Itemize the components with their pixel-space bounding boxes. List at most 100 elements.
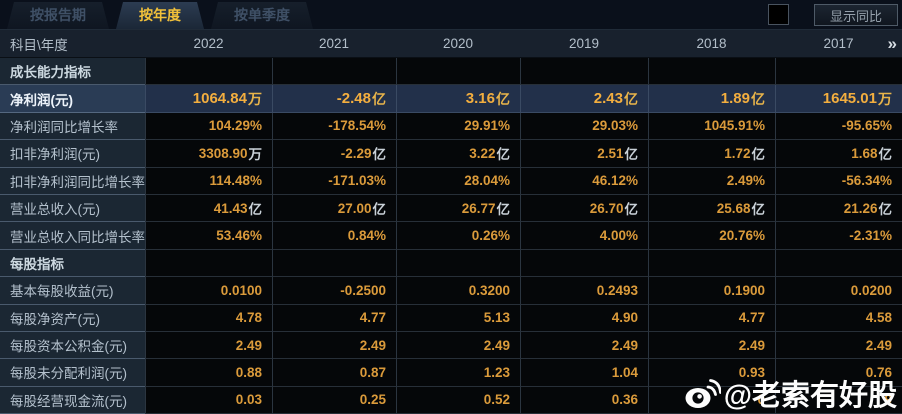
value-cell: 9 — [775, 386, 902, 414]
value-number: 4.77 — [359, 310, 386, 326]
value-unit: 亿 — [878, 202, 893, 218]
value-cell: 41.43 亿 — [145, 194, 272, 223]
value-cell — [396, 249, 520, 278]
value-cell: 0.03 — [145, 386, 272, 414]
year-header-cell: 2022 — [193, 36, 224, 51]
value-unit: 万 — [248, 147, 263, 163]
year-header-cell: 2019 — [568, 36, 600, 51]
table-row[interactable]: 扣非净利润(元) 3308.90 万 -2.29 亿 3.22 亿 2.51 亿 1.72 亿 1.6… — [0, 140, 902, 168]
tab-by-report-period[interactable]: 按报告期 — [7, 2, 109, 29]
value-cell: 0 — [648, 386, 775, 414]
value-number: 1045.91% — [704, 118, 765, 134]
more-years-chevron-icon[interactable]: » — [887, 34, 898, 53]
value-cell: 1.72 亿 — [648, 140, 775, 168]
table-row[interactable]: 每股未分配利润(元) 0.88 0.87 1.23 1.04 0.93 0.76 — [0, 359, 902, 387]
value-number: 3308.90 — [198, 145, 248, 161]
table-row[interactable]: 每股净资产(元) 4.78 4.77 5.13 4.90 4.77 4.58 — [0, 304, 902, 332]
value-cell: 2.49% — [648, 167, 775, 195]
show-yoy-checkbox[interactable] — [768, 4, 789, 25]
value-number: 26.77 — [461, 200, 496, 216]
value-number: 0.84% — [347, 228, 386, 244]
value-number: 0.0200 — [850, 282, 892, 298]
value-cell: 4.78 — [145, 304, 272, 332]
table-row[interactable]: 净利润(元) 1064.84 万 -2.48 亿 3.16 亿 2.43 亿 1.89 亿 1645.… — [0, 85, 902, 113]
value-cell: 1.04 — [520, 359, 648, 387]
value-number: -95.65% — [841, 118, 892, 134]
value-number: 4.00% — [599, 228, 638, 244]
value-number: 4.58 — [865, 310, 892, 326]
value-number: -178.54% — [328, 118, 386, 134]
value-number: 4.78 — [235, 310, 262, 326]
value-number: 0.76 — [865, 364, 892, 380]
value-unit: 亿 — [624, 202, 639, 218]
value-number: 21.26 — [843, 200, 878, 216]
value-cell: 1064.84 万 — [145, 85, 272, 113]
value-number: 114.48% — [209, 173, 262, 189]
tab-by-year[interactable]: 按年度 — [116, 2, 204, 29]
value-number: 1064.84 — [192, 90, 247, 108]
value-number: 9 — [884, 392, 892, 408]
table-row[interactable]: 每股资本公积金(元) 2.49 2.49 2.49 2.49 2.49 2.49 — [0, 331, 902, 360]
row-label: 每股指标 — [0, 249, 145, 278]
value-number: 29.91% — [464, 118, 510, 134]
value-cell: 26.70 亿 — [520, 194, 648, 223]
value-cell: 2.49 — [520, 331, 648, 360]
row-label: 净利润(元) — [0, 85, 145, 113]
table-row[interactable]: 营业总收入同比增长率 53.46% 0.84% 0.26% 4.00% 20.76% -2.… — [0, 222, 902, 250]
table-row[interactable]: 每股经营现金流(元) 0.03 0.25 0.52 0.36 0 9 — [0, 386, 902, 414]
table-row[interactable]: 营业总收入(元) 41.43 亿 27.00 亿 26.77 亿 26.70 亿 25.68 亿 21… — [0, 194, 902, 223]
value-number: 2.49 — [359, 337, 386, 353]
table-row[interactable]: 净利润同比增长率 104.29% -178.54% 29.91% 29.03% 1045.… — [0, 112, 902, 141]
value-number: 0.93 — [738, 364, 765, 380]
value-number: 1.23 — [483, 364, 510, 380]
show-yoy-label[interactable]: 显示同比 — [814, 4, 898, 26]
value-cell — [396, 58, 520, 86]
value-number: -2.31% — [849, 228, 892, 244]
value-cell: 0.84% — [272, 222, 396, 250]
value-cell: 53.46% — [145, 222, 272, 250]
year-header-cell: 2018 — [696, 36, 727, 51]
value-number: 3.16 — [465, 90, 495, 108]
corner-header-cell: 科目\年度 — [10, 37, 68, 53]
tab-by-single-quarter[interactable]: 按单季度 — [211, 2, 313, 29]
value-number: 2.49 — [865, 337, 892, 353]
value-cell: -2.29 亿 — [272, 140, 396, 168]
value-cell: 2.43 亿 — [520, 85, 648, 113]
value-number: 2.51 — [597, 145, 624, 161]
value-cell: 2.49 — [648, 331, 775, 360]
value-number: 0.1900 — [723, 282, 765, 298]
value-cell: 0.52 — [396, 386, 520, 414]
row-label: 扣非净利润(元) — [0, 140, 145, 168]
value-cell: 0.87 — [272, 359, 396, 387]
table-row[interactable]: 每股指标 — [0, 249, 902, 278]
table-row[interactable]: 成长能力指标 — [0, 58, 902, 86]
row-label: 每股资本公积金(元) — [0, 331, 145, 360]
row-label: 营业总收入同比增长率 — [0, 222, 145, 250]
value-number: 28.04% — [464, 173, 510, 189]
value-cell: -2.31% — [775, 222, 902, 250]
value-cell: 0.0200 — [775, 277, 902, 305]
value-cell: 5.13 — [396, 304, 520, 332]
value-number: 5.13 — [483, 310, 510, 326]
value-cell — [775, 249, 902, 278]
value-number: 27.00 — [337, 200, 372, 216]
value-cell: 0.0100 — [145, 277, 272, 305]
table-row[interactable]: 基本每股收益(元) 0.0100 -0.2500 0.3200 0.2493 0.1900… — [0, 277, 902, 305]
value-cell: -0.2500 — [272, 277, 396, 305]
value-number: -0.2500 — [340, 282, 386, 298]
value-cell: -178.54% — [272, 112, 396, 141]
row-label: 营业总收入(元) — [0, 194, 145, 223]
value-cell: 4.77 — [648, 304, 775, 332]
value-cell: 46.12% — [520, 167, 648, 195]
value-unit: 万 — [878, 90, 892, 107]
value-cell — [520, 58, 648, 86]
row-label: 每股经营现金流(元) — [0, 386, 145, 414]
row-label: 成长能力指标 — [0, 58, 145, 86]
value-number: 3.22 — [469, 145, 496, 161]
value-unit: 亿 — [248, 202, 263, 218]
value-cell: 1.23 — [396, 359, 520, 387]
table-row[interactable]: 扣非净利润同比增长率 114.48% -171.03% 28.04% 46.12% 2.4… — [0, 167, 902, 195]
value-number: 1645.01 — [822, 90, 877, 108]
value-cell — [272, 249, 396, 278]
